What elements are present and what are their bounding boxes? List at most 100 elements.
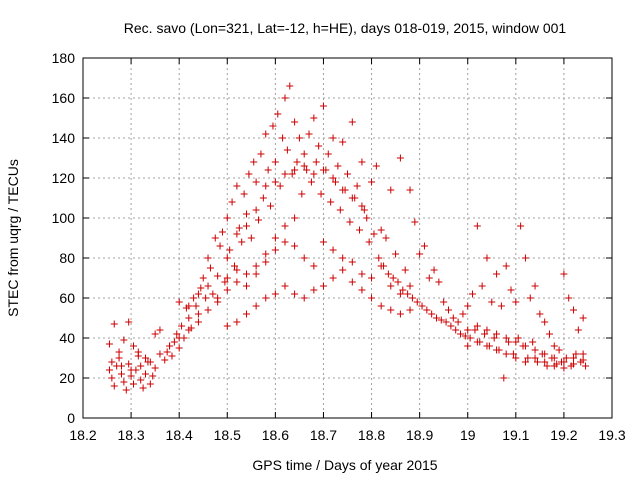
data-point: [274, 110, 282, 118]
data-point: [570, 354, 578, 362]
data-point: [243, 210, 251, 218]
data-point: [197, 284, 205, 292]
data-point: [579, 350, 587, 358]
data-point: [223, 214, 231, 222]
data-point: [348, 258, 356, 266]
data-point: [223, 254, 231, 262]
data-point: [358, 202, 366, 210]
y-tick-label: 80: [59, 250, 75, 266]
data-point: [204, 254, 212, 262]
data-point: [413, 298, 421, 306]
x-tick-label: 18.5: [214, 427, 241, 443]
data-point: [271, 246, 279, 254]
x-tick-label: 18.8: [358, 427, 385, 443]
data-point: [493, 270, 501, 278]
y-tick-label: 40: [59, 330, 75, 346]
data-point: [137, 376, 145, 384]
data-point: [271, 178, 279, 186]
data-point: [521, 342, 529, 350]
data-point: [579, 314, 587, 322]
data-point: [204, 282, 212, 290]
y-tick-label: 160: [52, 90, 76, 106]
data-point: [262, 130, 270, 138]
data-point: [502, 334, 510, 342]
data-point: [344, 170, 351, 178]
data-point: [175, 344, 183, 352]
data-point: [173, 330, 181, 338]
data-point: [276, 182, 284, 190]
data-point: [257, 150, 265, 158]
data-point: [245, 170, 253, 178]
data-point: [411, 218, 419, 226]
x-tick-label: 18.3: [117, 427, 144, 443]
data-point: [365, 238, 373, 246]
data-point: [310, 262, 318, 270]
data-point: [300, 150, 308, 158]
data-point: [281, 222, 289, 230]
data-point: [555, 346, 563, 354]
data-point: [512, 298, 520, 306]
data-point: [512, 338, 520, 346]
data-point: [120, 336, 128, 344]
data-point: [432, 314, 440, 322]
data-point: [105, 340, 113, 348]
data-point: [291, 214, 299, 222]
data-point: [339, 254, 347, 262]
data-point: [464, 342, 472, 350]
data-point: [457, 330, 465, 338]
data-point: [550, 362, 558, 370]
data-point: [175, 334, 183, 342]
data-point: [319, 166, 327, 174]
data-point: [142, 354, 150, 362]
data-point: [149, 372, 157, 380]
data-point: [461, 332, 469, 340]
data-point: [478, 282, 486, 290]
data-point: [459, 310, 467, 318]
data-point: [185, 326, 193, 334]
data-point: [108, 358, 116, 366]
data-point: [387, 306, 395, 314]
data-point: [339, 138, 347, 146]
data-point: [331, 178, 339, 186]
data-point: [307, 178, 315, 186]
data-point: [406, 186, 414, 194]
data-point: [214, 272, 222, 280]
y-tick-label: 60: [59, 290, 75, 306]
data-point: [418, 302, 426, 310]
data-point: [541, 358, 549, 366]
data-point: [134, 348, 142, 356]
data-point: [146, 380, 154, 388]
data-point: [358, 158, 366, 166]
data-point: [312, 158, 320, 166]
data-point: [252, 178, 260, 186]
data-point: [572, 350, 580, 358]
data-point: [300, 294, 308, 302]
data-point: [129, 380, 137, 388]
data-point: [481, 330, 489, 338]
data-point: [233, 266, 241, 274]
data-point: [408, 294, 416, 302]
data-point: [194, 318, 202, 326]
data-point: [178, 322, 186, 330]
data-point: [300, 254, 308, 262]
x-tick-label: 19.2: [550, 427, 577, 443]
y-tick-label: 140: [52, 130, 76, 146]
data-point: [185, 314, 193, 322]
data-point: [310, 114, 318, 122]
data-point: [454, 318, 462, 326]
x-tick-label: 19.1: [502, 427, 529, 443]
data-point: [233, 182, 241, 190]
data-point: [247, 234, 255, 242]
data-point: [473, 322, 481, 330]
data-point: [168, 352, 176, 360]
data-point: [223, 274, 231, 282]
data-point: [353, 182, 361, 190]
data-point: [117, 362, 125, 370]
data-point: [221, 278, 229, 286]
x-tick-label: 19: [460, 427, 476, 443]
data-point: [175, 298, 183, 306]
data-point: [291, 118, 299, 126]
data-point: [255, 216, 263, 224]
y-tick-label: 180: [52, 50, 76, 66]
data-point: [192, 302, 200, 310]
